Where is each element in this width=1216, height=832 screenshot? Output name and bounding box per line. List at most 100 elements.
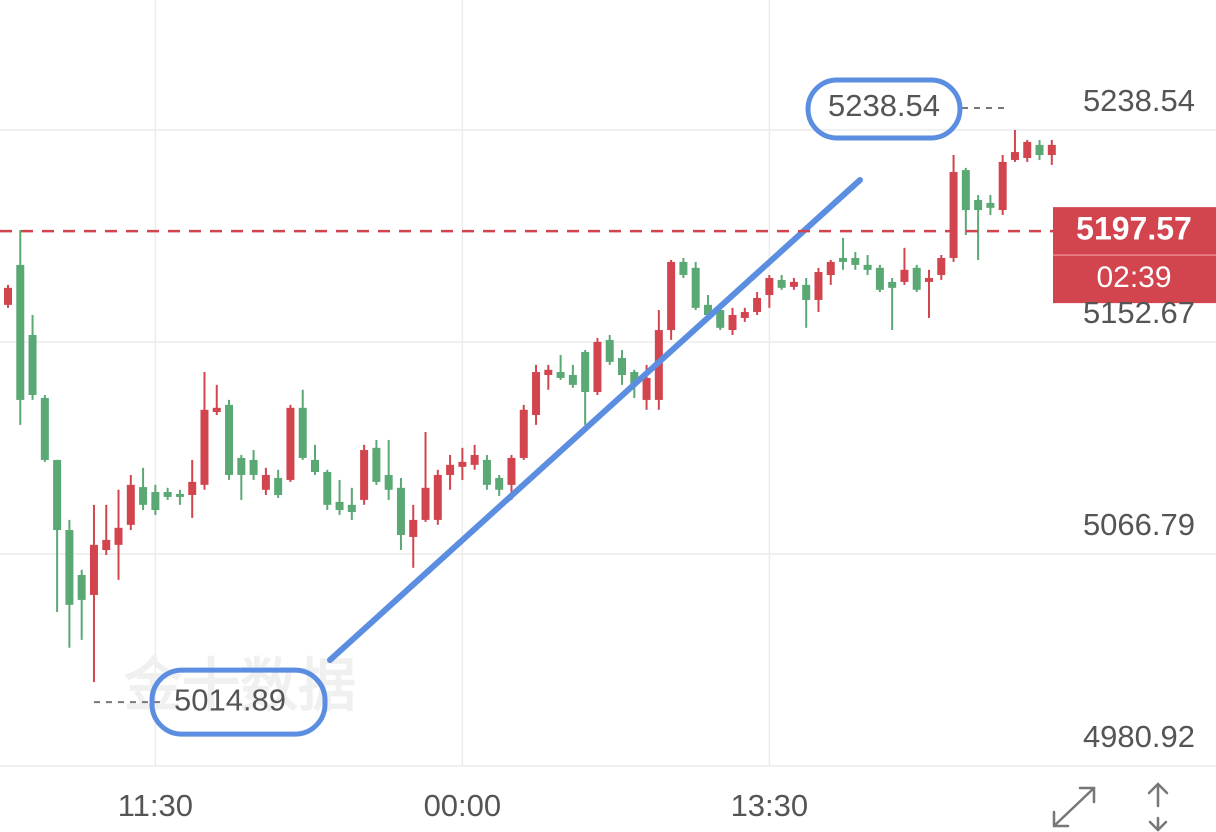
candle-body <box>1010 152 1019 160</box>
candle-body <box>249 459 258 475</box>
candle-body <box>937 257 946 276</box>
candle-body <box>912 267 921 290</box>
low-label: 5014.89 <box>174 682 286 717</box>
candle-body <box>482 459 491 485</box>
candle-body <box>139 487 148 505</box>
candle-body <box>1035 144 1044 156</box>
candle-body <box>89 544 98 595</box>
candle-body <box>740 312 749 318</box>
candle-body <box>716 310 725 328</box>
y-tick-label: 5066.79 <box>1083 507 1195 542</box>
candle-body <box>470 454 479 465</box>
candle-body <box>335 501 344 511</box>
candle-body <box>556 372 565 378</box>
candle-body <box>888 281 897 288</box>
candle-body <box>593 341 602 393</box>
high-label: 5238.54 <box>828 88 940 123</box>
candle-body <box>703 304 712 315</box>
candle-body <box>433 474 442 520</box>
candle-body <box>40 397 49 460</box>
high-highlight <box>805 77 963 141</box>
trend-line <box>327 177 863 663</box>
candle-body <box>65 530 74 605</box>
toolbar-icons <box>1052 782 1169 832</box>
candle-body <box>188 481 197 495</box>
candle-body <box>605 339 614 362</box>
candle-body <box>568 374 577 385</box>
candle-body <box>274 477 283 495</box>
candle-body <box>839 257 848 262</box>
candle-body <box>925 277 933 282</box>
overlay: 5197.57 02:39 5238.54 5014.89 <box>0 77 1216 737</box>
candle-body <box>986 202 995 208</box>
expand-icon[interactable] <box>1052 786 1096 828</box>
candle-body <box>323 472 332 505</box>
candle-body <box>372 447 381 482</box>
candle-body <box>532 372 541 415</box>
candle-body <box>77 574 86 600</box>
candle-body <box>360 450 369 500</box>
candle-body <box>630 372 639 385</box>
candle-body <box>519 409 528 458</box>
candle-body <box>225 404 234 475</box>
candle-body <box>311 459 319 473</box>
candle-body <box>826 261 835 276</box>
y-tick-label: 4980.92 <box>1083 719 1195 754</box>
candle-body <box>618 357 626 375</box>
candle-body <box>163 492 172 497</box>
low-highlight <box>149 667 328 737</box>
candle-body <box>212 407 221 413</box>
candle-body <box>175 493 184 497</box>
candle-body <box>114 527 123 545</box>
candle-body <box>802 284 811 300</box>
candle-body <box>851 257 860 265</box>
candle-body <box>961 170 970 211</box>
candle-body <box>581 352 590 393</box>
y-tick-label: 5238.54 <box>1083 83 1195 118</box>
candle-body <box>495 477 504 490</box>
x-tick-label: 00:00 <box>424 788 502 823</box>
candle-body <box>384 474 393 490</box>
x-tick-label: 13:30 <box>731 788 809 823</box>
candle-body <box>642 377 651 400</box>
candle-body <box>728 314 737 331</box>
candle-body <box>900 269 909 282</box>
candle-body <box>1023 141 1032 158</box>
candle-body <box>28 334 37 395</box>
candle-body <box>814 272 823 300</box>
candle-body <box>691 267 700 308</box>
candle-body <box>679 261 688 276</box>
countdown-label: 02:39 <box>1096 261 1171 294</box>
candle-body <box>863 264 872 270</box>
candle-body <box>200 409 209 485</box>
candle-body <box>396 487 405 535</box>
candle-body <box>974 199 983 211</box>
candle-body <box>458 461 467 467</box>
candle-body <box>949 172 958 258</box>
candle-body <box>446 464 455 475</box>
candle-body <box>4 287 12 305</box>
x-tick-label: 11:30 <box>118 788 193 823</box>
candles <box>4 129 1056 683</box>
candle-body <box>765 277 774 295</box>
candle-body <box>544 369 553 375</box>
candle-body <box>753 297 762 313</box>
candle-body <box>1047 144 1056 156</box>
scale-icon[interactable] <box>1147 782 1169 832</box>
watermark: 金十数据 <box>124 653 356 718</box>
candle-body <box>998 161 1007 211</box>
last-price-label: 5197.57 <box>1076 211 1192 247</box>
candle-body <box>875 267 884 290</box>
grid <box>0 0 1216 767</box>
candle-body <box>102 539 111 551</box>
candle-body <box>777 279 786 288</box>
candle-body <box>126 484 135 525</box>
candle-body <box>261 474 270 490</box>
candle-body <box>507 457 516 485</box>
candle-body <box>286 407 295 480</box>
candle-body <box>421 487 430 520</box>
candle-body <box>16 264 25 400</box>
candle-body <box>237 457 246 475</box>
candle-body <box>347 504 356 513</box>
candle-body <box>53 459 62 531</box>
